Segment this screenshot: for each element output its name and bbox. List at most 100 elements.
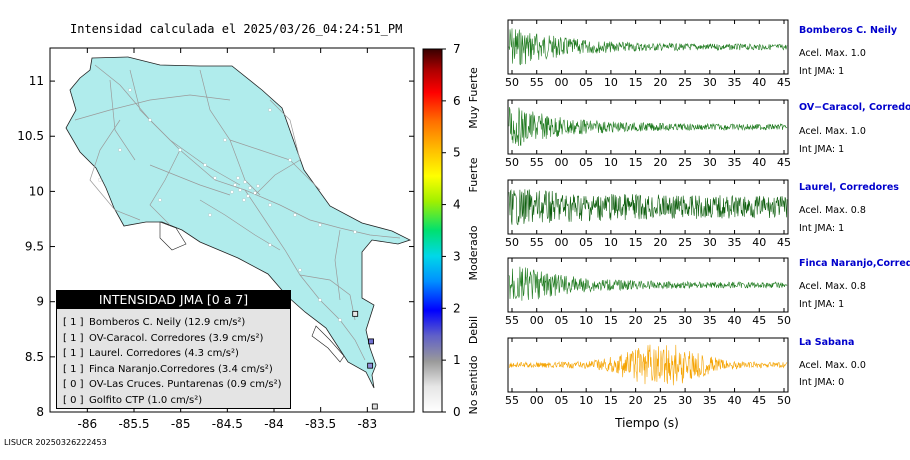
colorbar-tick-label: 5 — [453, 146, 461, 160]
waveform-tick-label: 00 — [530, 314, 544, 327]
station-acel-max: Acel. Max. 0.8 — [799, 281, 866, 292]
station-name: OV−Caracol, Corredores — [799, 102, 910, 113]
waveform-panel: 55 00 05 10 15 20 25 30 35 40 45 50 — [505, 337, 791, 407]
waveform-tick-label: 55 — [530, 236, 544, 249]
station-int-jma: Int JMA: 1 — [799, 223, 845, 234]
road — [299, 274, 356, 321]
waveform-tick-label: 30 — [703, 156, 717, 169]
waveform-tick-label: 55 — [530, 156, 544, 169]
waveform-tick-label: 05 — [579, 156, 593, 169]
town-marker — [268, 108, 272, 112]
waveform-tick-label: 10 — [579, 314, 593, 327]
colorbar-gradient — [422, 48, 443, 413]
y-tick-label: 8.5 — [25, 350, 44, 364]
town-marker — [293, 213, 297, 217]
station-acel-max: Acel. Max. 1.0 — [799, 48, 866, 59]
waveform-tick-label: 20 — [629, 314, 643, 327]
waveform-tick-label: 15 — [629, 236, 643, 249]
station-marker — [368, 338, 374, 345]
colorbar-tick-label: 1 — [453, 353, 461, 367]
town-marker — [248, 186, 252, 190]
x-tick-label: -85 — [171, 417, 191, 431]
waveform-tick-label: 50 — [777, 394, 791, 407]
town-marker — [208, 213, 212, 217]
town-marker — [203, 163, 207, 167]
waveform-tick-label: 00 — [554, 76, 568, 89]
town-marker — [223, 138, 227, 142]
town-marker — [118, 148, 122, 152]
legend-text: Bomberos C. Neily (12.9 cm/s²) — [89, 317, 246, 328]
station-markers — [352, 310, 378, 410]
colorbar-level-label: Debil — [467, 316, 480, 344]
road — [244, 189, 366, 361]
waveform-tick-label: 40 — [752, 156, 766, 169]
waveform-trace — [508, 344, 788, 386]
waveform-tick-label: 10 — [579, 394, 593, 407]
legend-header: INTENSIDAD JMA [0 a 7] — [57, 291, 290, 309]
town-marker — [268, 243, 272, 247]
waveform-trace — [508, 28, 788, 66]
waveform-tick-label: 50 — [505, 76, 519, 89]
colorbar-level-label: Fuerte — [467, 157, 480, 192]
road — [334, 229, 341, 301]
road — [254, 99, 301, 196]
town-marker — [238, 188, 242, 192]
town-marker — [230, 190, 234, 194]
waveform-tick-label: 35 — [703, 394, 717, 407]
colorbar-level-label: Moderado — [467, 225, 480, 280]
road — [129, 69, 241, 186]
waveform-tick-label: 25 — [678, 236, 692, 249]
station-int-jma: Int JMA: 1 — [799, 299, 845, 310]
waveform-tick-label: 45 — [752, 314, 766, 327]
town-marker — [268, 203, 272, 207]
waveform-tick-label: 40 — [728, 314, 742, 327]
intensity-legend: INTENSIDAD JMA [0 a 7] [ 1 ] Bomberos C. … — [56, 290, 291, 409]
station-name: Bomberos C. Neily — [799, 25, 898, 36]
legend-text: Laurel. Corredores (4.3 cm/s²) — [89, 348, 239, 359]
road — [74, 94, 231, 121]
waveform-x-label: Tiempo (s) — [614, 416, 679, 430]
waveform-tick-label: 30 — [678, 314, 692, 327]
town-marker — [148, 118, 152, 122]
x-tick-label: -85.5 — [118, 417, 149, 431]
waveform-tick-label: 25 — [653, 314, 667, 327]
y-tick-label: 10.5 — [17, 129, 44, 143]
waveform-panels: 50 55 00 05 10 15 20 25 30 35 40 45 50 55 00 05 10 15 20 25… — [505, 19, 791, 430]
legend-level: [ 1 ] — [63, 348, 84, 359]
y-tick-label: 9.5 — [25, 240, 44, 254]
colorbar-tick-label: 7 — [453, 42, 461, 56]
colorbar-tick-label: 2 — [453, 301, 461, 315]
waveform-tick-label: 15 — [629, 76, 643, 89]
waveform-panel: 55 00 05 10 15 20 25 30 35 40 45 50 — [505, 257, 791, 327]
waveform-tick-label: 00 — [554, 236, 568, 249]
waveform-frame — [507, 179, 789, 235]
legend-row: [ 1 ] OV-Caracol. Corredores (3.9 cm/s²) — [57, 331, 290, 347]
station-marker — [352, 310, 359, 317]
intensity-colorbar: 0 1 2 3 4 5 6 7 No sentido Debil Moderado Fuerte Mu… — [422, 42, 480, 419]
town-marker — [318, 223, 322, 227]
y-tick-label: 11 — [29, 74, 44, 88]
waveform-tick-label: 05 — [579, 236, 593, 249]
x-tick-label: -86 — [78, 417, 98, 431]
legend-level: [ 1 ] — [63, 363, 84, 375]
land-polygon — [65, 56, 412, 389]
x-tick-label: -84.5 — [212, 417, 243, 431]
waveform-tick-label: 05 — [554, 314, 568, 327]
x-tick-label: -83 — [358, 417, 378, 431]
town-marker — [233, 183, 237, 187]
waveform-panel: 50 55 00 05 10 15 20 25 30 35 40 45 — [505, 19, 791, 89]
town-marker — [98, 178, 102, 182]
y-tick-label: 10 — [29, 184, 44, 198]
waveform-tick-label: 15 — [604, 314, 618, 327]
waveform-tick-label: 50 — [505, 236, 519, 249]
waveform-tick-label: 25 — [678, 156, 692, 169]
x-tick-label: -84 — [264, 417, 284, 431]
waveform-tick-label: 05 — [579, 76, 593, 89]
land-layer — [65, 56, 412, 389]
station-acel-max: Acel. Max. 0.8 — [799, 205, 866, 216]
waveform-tick-label: 55 — [505, 394, 519, 407]
waveform-tick-label: 40 — [752, 236, 766, 249]
waveform-tick-label: 15 — [604, 394, 618, 407]
colorbar-level-label: Muy Fuerte — [467, 67, 480, 129]
waveform-tick-label: 45 — [777, 236, 791, 249]
